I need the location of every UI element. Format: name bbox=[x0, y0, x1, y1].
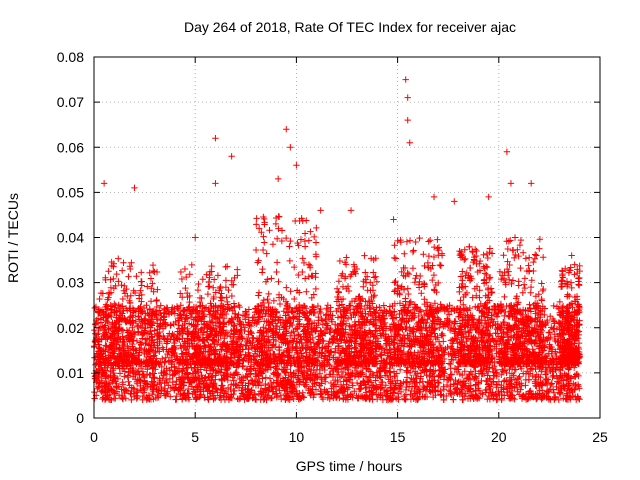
data-point bbox=[175, 321, 182, 329]
data-point bbox=[125, 378, 132, 385]
data-point bbox=[493, 337, 501, 344]
data-point bbox=[541, 311, 548, 319]
data-point bbox=[361, 305, 369, 313]
data-point bbox=[547, 333, 554, 341]
data-points bbox=[90, 76, 583, 404]
data-point bbox=[116, 370, 124, 377]
data-point bbox=[387, 326, 394, 334]
data-point bbox=[236, 375, 243, 383]
data-point bbox=[282, 312, 289, 319]
data-point bbox=[294, 317, 302, 325]
data-point bbox=[405, 383, 413, 390]
data-point bbox=[349, 382, 356, 389]
data-point bbox=[188, 383, 196, 390]
data-point bbox=[446, 375, 453, 382]
data-point bbox=[527, 308, 535, 315]
data-point bbox=[547, 313, 554, 320]
data-point bbox=[445, 360, 453, 367]
data-point bbox=[553, 352, 560, 360]
data-point bbox=[316, 344, 323, 352]
data-point bbox=[516, 373, 523, 380]
data-point bbox=[358, 382, 365, 389]
data-point bbox=[495, 340, 503, 348]
data-point bbox=[510, 372, 517, 379]
data-point bbox=[157, 302, 164, 309]
data-point bbox=[338, 372, 345, 380]
data-point bbox=[498, 371, 505, 378]
data-point bbox=[528, 365, 535, 372]
data-point bbox=[545, 329, 552, 336]
data-point bbox=[550, 389, 558, 396]
